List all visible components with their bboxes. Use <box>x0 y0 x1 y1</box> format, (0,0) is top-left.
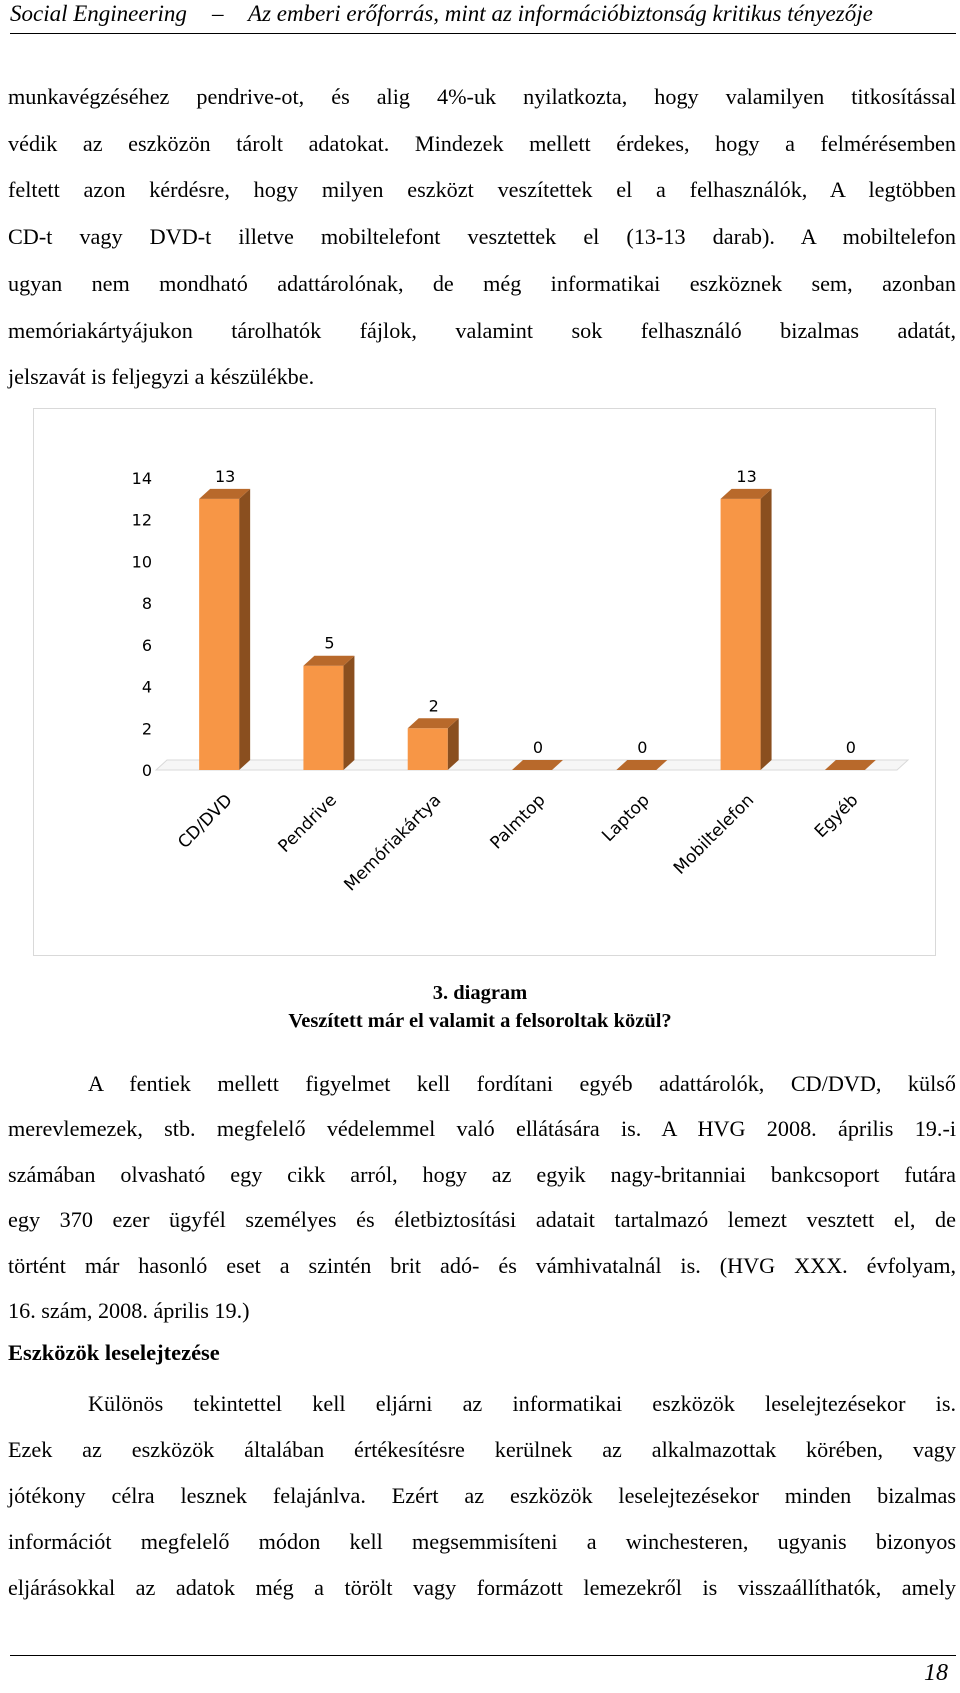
section-title: Eszközök leselejtezése <box>8 1340 220 1365</box>
text-line: eljárásokkal az adatok még a törölt vagy… <box>8 1575 956 1600</box>
data-label: 2 <box>429 696 439 715</box>
x-category-label: Palmtop <box>487 790 550 853</box>
x-category-label: CD/DVD <box>174 790 236 852</box>
text-line: védik az eszközön tárolt adatokat. Minde… <box>8 130 956 156</box>
x-category-label: Laptop <box>598 790 654 846</box>
bar-side <box>447 718 459 770</box>
x-category-label: Pendrive <box>275 790 341 856</box>
y-tick-label: 12 <box>132 511 152 530</box>
bar-top <box>407 718 459 729</box>
data-label: 13 <box>736 467 756 486</box>
bar-zero-cap <box>512 760 563 770</box>
data-label: 0 <box>637 738 647 757</box>
text-line: számában olvasható egy cikk arról, hogy … <box>8 1161 956 1187</box>
bar-side <box>760 488 772 770</box>
bar <box>303 665 344 770</box>
text-line: egy 370 ezer ügyfél személyes és életbiz… <box>8 1207 956 1233</box>
text-line: ugyan nem mondható adattárolónak, de még… <box>8 270 956 296</box>
text-line: merevlemezek, stb. megfelelő védelemmel … <box>8 1116 956 1142</box>
text-line: memóriakártyájukon tárolhatók fájlok, va… <box>8 317 956 343</box>
data-label: 0 <box>533 738 543 757</box>
bar-top <box>720 488 772 499</box>
text-line: feltett azon kérdésre, hogy milyen eszkö… <box>8 177 956 203</box>
paragraph-1: munkavégzéséhez pendrive-ot, és alig 4%-… <box>8 74 956 401</box>
text-line: 16. szám, 2008. április 19.) <box>8 1298 250 1324</box>
text-line: Ezek az eszközök általában értékesítésre… <box>8 1437 956 1462</box>
text-line: A fentiek mellett figyelmet kell fordíta… <box>88 1071 956 1096</box>
bar-side <box>343 655 355 770</box>
y-tick-label: 2 <box>142 719 152 738</box>
text-line: Különös tekintettel kell eljárni az info… <box>88 1391 956 1416</box>
header-left: Social Engineering <box>10 1 187 26</box>
text-line: történt már hasonló eset a szintén brit … <box>8 1252 956 1278</box>
x-category-label: Egyéb <box>811 790 863 842</box>
text-line: CD-t vagy DVD-t illetve mobiltelefont ve… <box>8 224 956 250</box>
header-dash: – <box>211 1 224 26</box>
data-label: 5 <box>324 634 334 653</box>
x-category-label: Memóriakártya <box>340 790 445 895</box>
y-tick-label: 0 <box>142 761 152 780</box>
bar-side <box>239 488 251 770</box>
chart-frame: 0 2 4 6 8 10 12 14 13 CD/DVD 5 Pendrive 2 Memóriakárt… <box>33 408 936 956</box>
text-line: munkavégzéséhez pendrive-ot, és alig 4%-… <box>8 84 956 109</box>
bar <box>407 728 448 770</box>
header-right: Az emberi erőforrás, mint az információb… <box>248 1 873 26</box>
y-tick-label: 8 <box>142 594 152 613</box>
data-label: 0 <box>846 738 856 757</box>
y-tick-label: 6 <box>142 636 152 655</box>
bar <box>720 498 761 770</box>
paragraph-2: A fentiek mellett figyelmet kell fordíta… <box>8 1061 956 1333</box>
running-header: Social Engineering – Az emberi erőforrás… <box>10 0 956 34</box>
data-label: 13 <box>215 467 235 486</box>
bar-top <box>303 655 355 666</box>
y-tick-label: 14 <box>132 469 152 488</box>
text-line: információt megfelelő módon kell megsemm… <box>8 1529 956 1554</box>
footer-rule <box>10 1655 956 1656</box>
y-tick-label: 10 <box>132 552 152 571</box>
bar-zero-cap <box>824 760 876 770</box>
text-line: jelszavát is feljegyzi a készülékbe. <box>8 364 315 390</box>
text-line: jótékony célra lesznek felajánlva. Ezért… <box>8 1483 956 1508</box>
paragraph-3: Különös tekintettel kell eljárni az info… <box>8 1381 956 1611</box>
y-tick-label: 4 <box>142 678 152 697</box>
figure-number: 3. diagram <box>432 982 528 1004</box>
bar-zero-cap <box>616 760 668 770</box>
x-category-label: Mobiltelefon <box>670 790 758 878</box>
figure-caption: Veszített már el valamit a felsoroltak k… <box>288 1010 672 1032</box>
bar-top <box>199 488 251 499</box>
bar-chart: 0 2 4 6 8 10 12 14 13 CD/DVD 5 Pendrive 2 Memóriakárt… <box>132 467 910 895</box>
bar <box>199 498 240 770</box>
page-number: 18 <box>924 1660 948 1686</box>
